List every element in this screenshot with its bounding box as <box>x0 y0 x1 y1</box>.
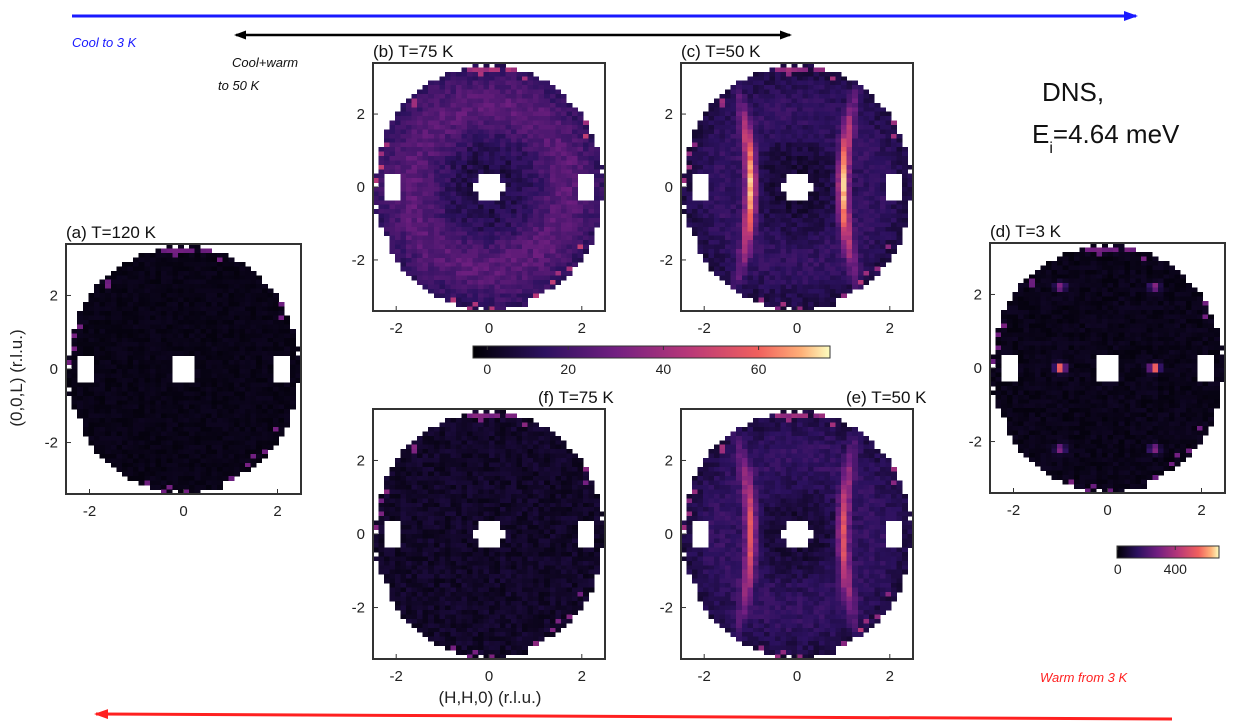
panel-f-xtick-label: -2 <box>390 668 403 685</box>
panel-f-ytick-label: -2 <box>352 600 365 617</box>
warm-arrow <box>94 709 1173 721</box>
panel-f-ytick-label: 2 <box>357 452 365 469</box>
panel-a: (a) T=120 K -2 0 2 2 0 -2 <box>45 223 302 520</box>
panel-f-title: (f) T=75 K <box>538 388 614 407</box>
panel-d-xtick-label: 0 <box>1103 502 1111 519</box>
colorbar-d-gradient <box>1116 545 1220 559</box>
panel-e-xtick-label: 0 <box>793 668 801 685</box>
panel-e: (e) T=50 K -2 0 2 2 0 -2 <box>660 388 927 685</box>
panel-d-ytick-label: 0 <box>974 360 982 377</box>
cbar-main-ticks-tick-label: 60 <box>751 361 767 377</box>
panel-b-ytick-label: 2 <box>357 106 365 123</box>
panel-f-xtick-label: 0 <box>485 668 493 685</box>
panel-f-ytick-label: 0 <box>357 526 365 543</box>
panel-a-ytick-label: -2 <box>45 435 58 452</box>
panel-b-ytick-label: 0 <box>357 179 365 196</box>
panel-f-heatmap <box>373 409 606 660</box>
panel-e-ytick-label: 2 <box>665 452 673 469</box>
cool-label: Cool to 3 K <box>72 35 138 50</box>
y-axis-label: (0,0,L) (r.l.u.) <box>7 329 26 426</box>
panel-b-heatmap <box>373 63 606 312</box>
panel-e-ytick-label: 0 <box>665 526 673 543</box>
panel-e-ytick-label: -2 <box>660 600 673 617</box>
panel-a-ytick-label: 0 <box>50 361 58 378</box>
cbar-d-ticks-tick-label: 400 <box>1164 561 1188 577</box>
panel-a-ytick-label: 2 <box>50 287 58 304</box>
panel-f: (f) T=75 K -2 0 2 2 0 -2 <box>352 388 615 685</box>
panel-a-xtick-label: 2 <box>273 503 281 520</box>
panel-d-xtick-label: -2 <box>1007 502 1020 519</box>
colorbar-d: 0 400 <box>1114 545 1220 577</box>
panel-d-title: (d) T=3 K <box>990 222 1062 241</box>
cbar-main-ticks-tick-label: 0 <box>483 361 491 377</box>
panel-c-xtick-label: -2 <box>698 320 711 337</box>
panel-c: (c) T=50 K -2 0 2 2 0 -2 <box>660 42 914 337</box>
panel-a-xtick-label: -2 <box>83 503 96 520</box>
panel-c-xtick-label: 0 <box>793 320 801 337</box>
cbar-d-ticks-tick-label: 0 <box>1114 561 1122 577</box>
panel-d-ytick-label: 2 <box>974 286 982 303</box>
colorbar-main: 0 20 40 60 <box>472 345 831 377</box>
panel-b-xtick-label: -2 <box>390 320 403 337</box>
panel-e-title: (e) T=50 K <box>846 388 927 407</box>
x-axis-label: (H,H,0) (r.l.u.) <box>439 688 542 707</box>
panel-b-ytick-label: -2 <box>352 252 365 269</box>
panel-d-heatmap <box>990 243 1226 494</box>
panel-c-xtick-label: 2 <box>886 320 894 337</box>
warm-label: Warm from 3 K <box>1040 670 1128 685</box>
panel-e-heatmap <box>681 409 914 660</box>
panel-c-ytick-label: 0 <box>665 179 673 196</box>
panel-a-xtick-label: 0 <box>179 503 187 520</box>
panel-b-xtick-label: 2 <box>578 320 586 337</box>
incident-energy-label: Ei=4.64 meV <box>1032 119 1180 157</box>
panel-d: (d) T=3 K -2 0 2 2 0 -2 <box>969 222 1226 519</box>
panel-d-ytick-label: -2 <box>969 434 982 451</box>
panel-d-xtick-label: 2 <box>1197 502 1205 519</box>
panel-c-title: (c) T=50 K <box>681 42 761 61</box>
panel-e-xtick-label: -2 <box>698 668 711 685</box>
panel-a-title: (a) T=120 K <box>66 223 157 242</box>
cbar-main-ticks-tick-label: 20 <box>560 361 576 377</box>
panel-b-xtick-label: 0 <box>485 320 493 337</box>
panel-a-heatmap <box>66 244 302 495</box>
cool-warm-label-1: Cool+warm <box>232 55 298 70</box>
instrument-label: DNS, <box>1042 77 1104 107</box>
panel-e-xtick-label: 2 <box>886 668 894 685</box>
panel-f-xtick-label: 2 <box>578 668 586 685</box>
panel-b: (b) T=75 K -2 0 2 2 0 -2 <box>352 42 606 337</box>
panel-c-heatmap <box>681 63 914 312</box>
panel-c-ytick-label: -2 <box>660 252 673 269</box>
colorbar-main-gradient <box>472 345 831 359</box>
cool-warm-label-2: to 50 K <box>218 78 261 93</box>
cbar-main-ticks-tick-label: 40 <box>656 361 672 377</box>
panel-b-title: (b) T=75 K <box>373 42 454 61</box>
panel-c-ytick-label: 2 <box>665 106 673 123</box>
